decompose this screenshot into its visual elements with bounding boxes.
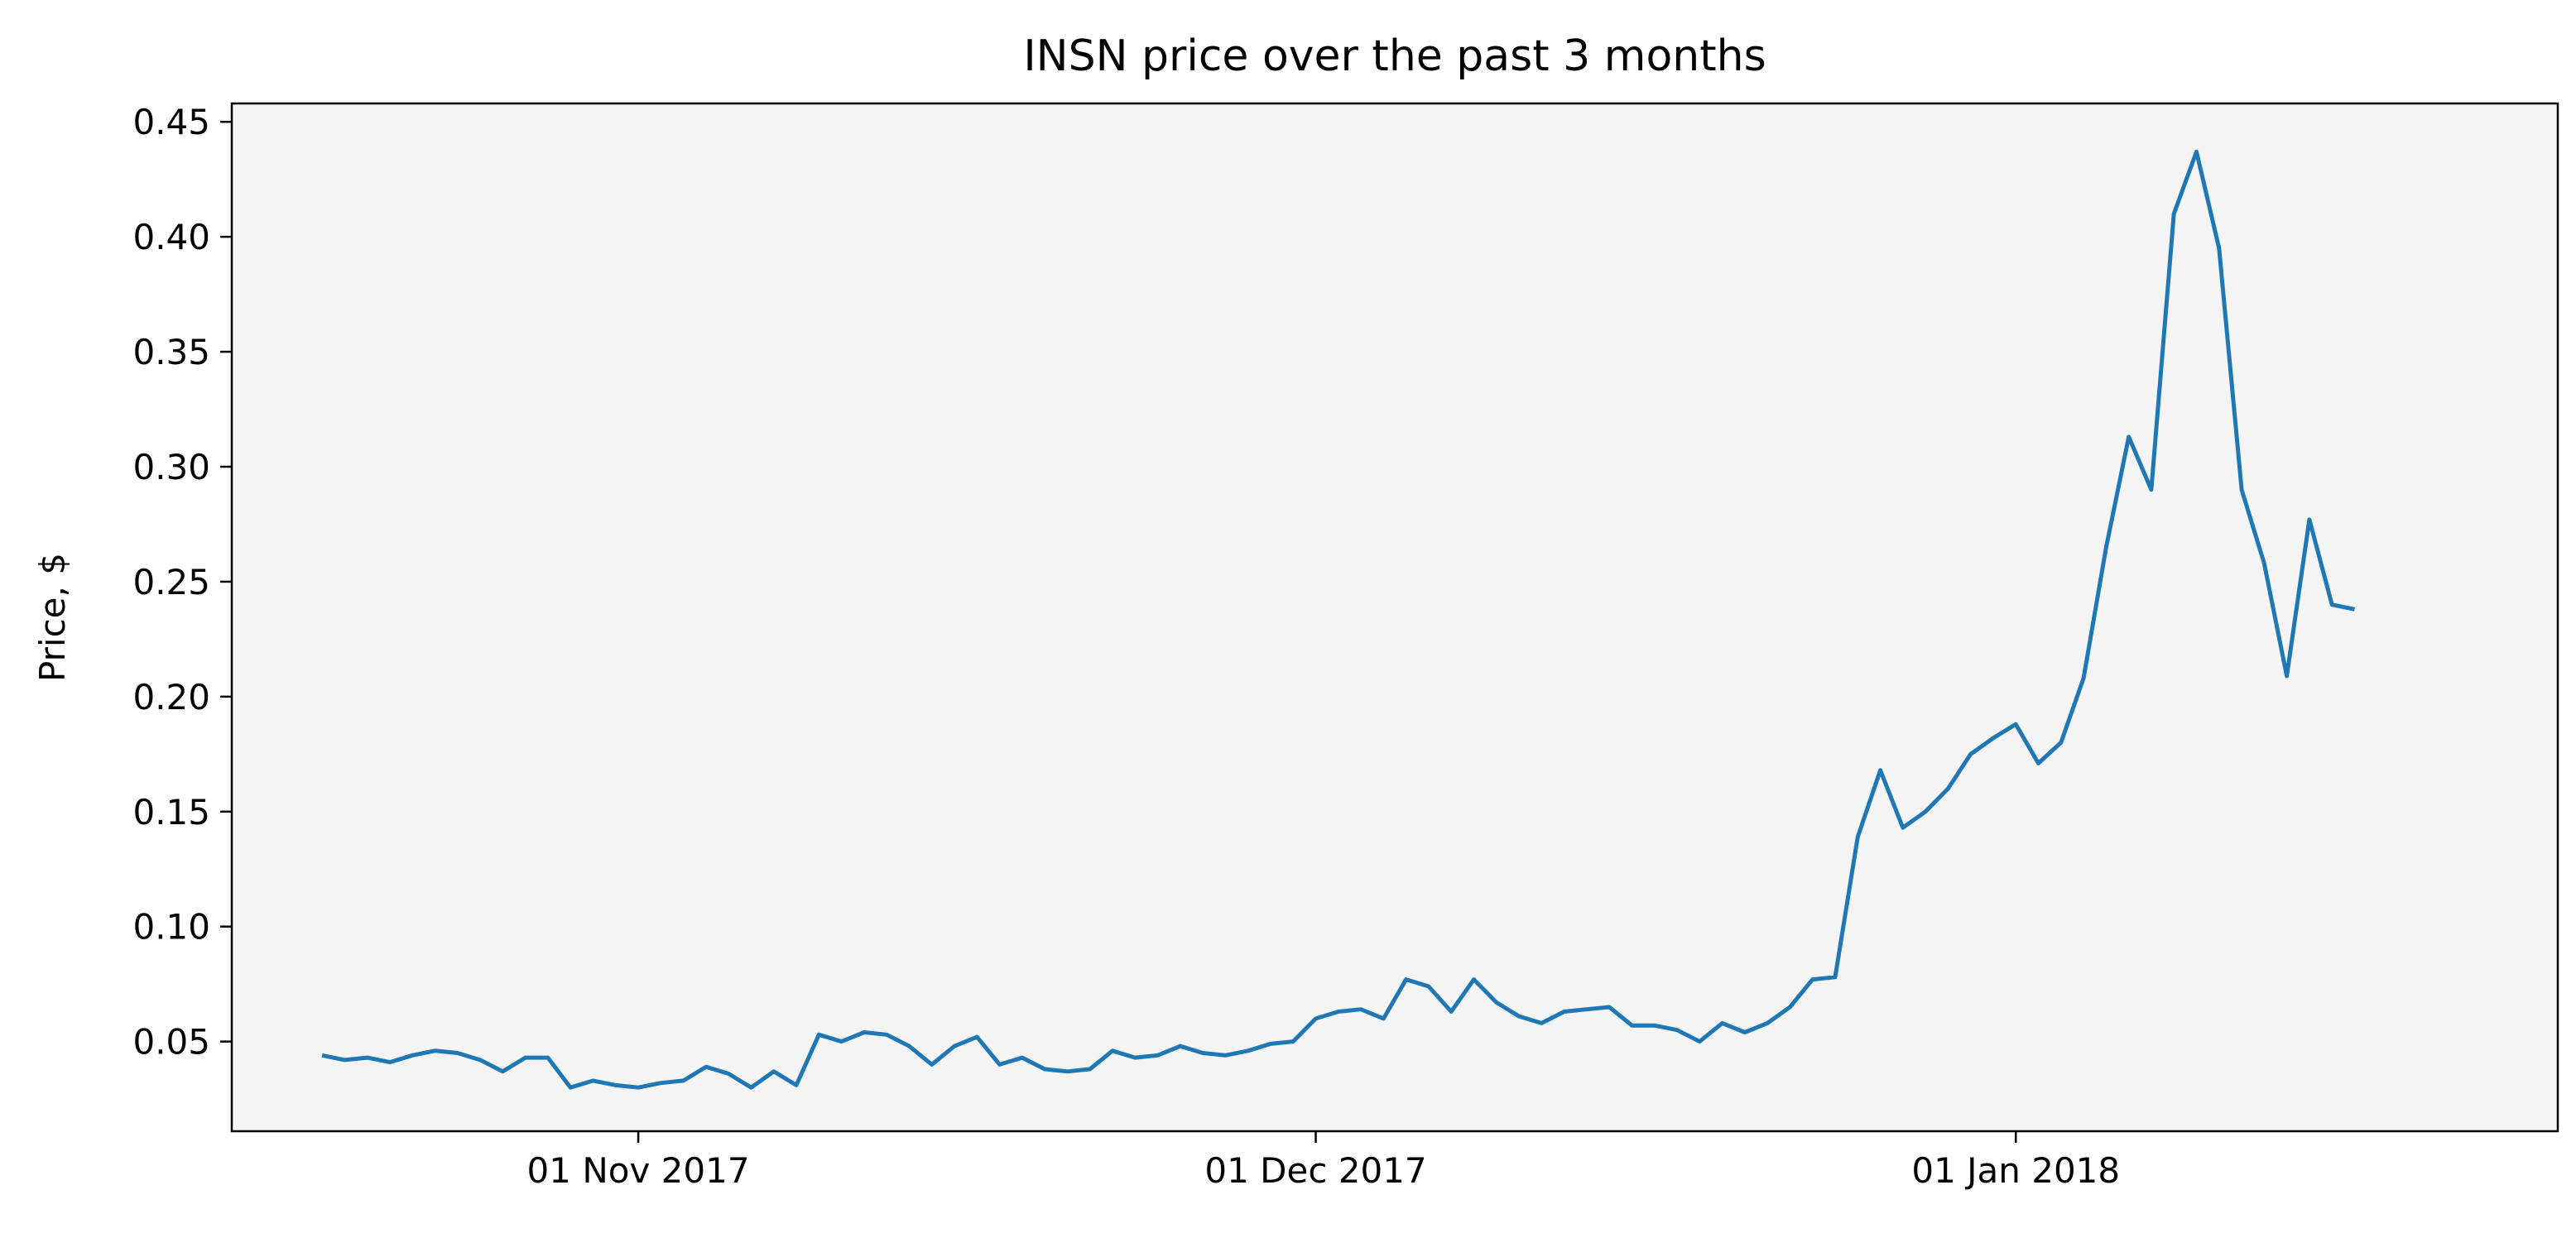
y-tick-label: 0.45: [132, 102, 210, 142]
x-axis-ticks: 01 Nov 2017 01 Dec 2017 01 Jan 2018: [527, 1131, 2120, 1191]
x-tick-label: 01 Jan 2018: [1911, 1150, 2120, 1191]
y-tick-label: 0.10: [132, 907, 210, 948]
y-axis-ticks: 0.05 0.10 0.15 0.20 0.25 0.30 0.35 0.40 0.45: [132, 102, 232, 1063]
y-axis-label: Price, $: [32, 553, 73, 682]
price-series-line: [321, 149, 2356, 1090]
series-layer: [321, 149, 2356, 1090]
plot-frame: [230, 102, 2559, 1133]
plot-area: [232, 103, 2558, 1131]
y-tick-label: 0.40: [132, 217, 210, 257]
y-tick-label: 0.05: [132, 1022, 210, 1063]
x-tick-label: 01 Dec 2017: [1204, 1150, 1426, 1191]
chart-title: INSN price over the past 3 months: [1023, 31, 1766, 81]
x-tick-label: 01 Nov 2017: [527, 1150, 750, 1191]
y-tick-label: 0.35: [132, 332, 210, 372]
y-tick-label: 0.30: [132, 447, 210, 487]
y-tick-label: 0.20: [132, 677, 210, 717]
y-tick-label: 0.25: [132, 562, 210, 602]
y-tick-label: 0.15: [132, 792, 210, 832]
